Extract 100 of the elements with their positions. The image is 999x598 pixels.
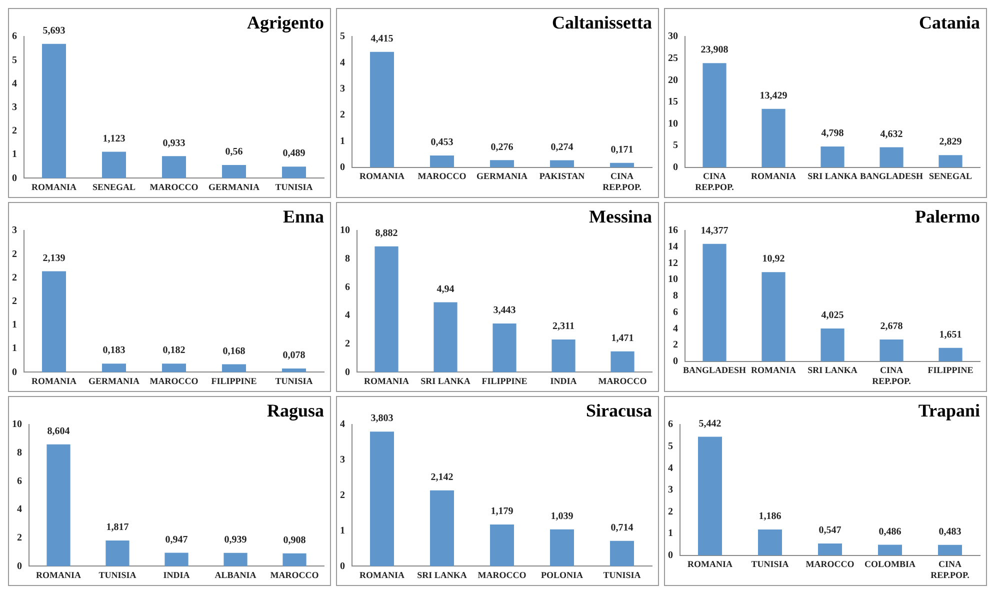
y-tick-label: 16 — [668, 225, 678, 236]
bar — [282, 368, 306, 372]
bar — [550, 529, 574, 566]
bar — [818, 543, 842, 556]
bar — [42, 44, 66, 178]
x-tick-label: ALBANIA — [214, 570, 257, 580]
data-label: 8,604 — [47, 426, 70, 437]
bar — [102, 364, 126, 372]
bar — [610, 351, 634, 372]
x-tick-label: MAROCCO — [418, 171, 466, 182]
x-tick-label: CINA REP.POP. — [872, 365, 911, 386]
chart-title: Ragusa — [266, 400, 324, 420]
x-tick-label: MAROCCO — [598, 376, 647, 386]
bar — [370, 432, 394, 566]
data-label: 10,92 — [762, 254, 785, 265]
bar — [492, 323, 516, 372]
y-tick-label: 4 — [340, 419, 345, 430]
x-tick-label: CINA REP.POP. — [695, 171, 734, 192]
chart-title: Catania — [918, 12, 980, 32]
bar — [820, 146, 844, 168]
data-label: 0,168 — [222, 346, 246, 357]
y-tick-label: 3 — [668, 484, 673, 496]
x-tick-label: ROMANIA — [364, 376, 410, 386]
x-tick-label: TUNISIA — [603, 570, 642, 580]
y-tick-label: 6 — [668, 419, 673, 430]
data-label: 1,123 — [102, 133, 126, 144]
y-tick-label: 2 — [12, 126, 17, 137]
y-tick-label: 1 — [340, 525, 345, 536]
bar — [880, 340, 904, 362]
bar — [552, 339, 576, 372]
data-label: 2,678 — [880, 321, 903, 332]
y-tick-label: 0 — [668, 550, 673, 561]
bar — [434, 302, 458, 372]
bar — [550, 160, 574, 168]
y-tick-label: 2 — [12, 248, 17, 260]
bar — [282, 166, 306, 178]
x-tick-label: POLONIA — [540, 570, 584, 580]
y-tick-label: 2 — [340, 490, 345, 501]
x-tick-label: COLOMBIA — [864, 559, 916, 570]
x-tick-label: ROMANIA — [32, 182, 77, 192]
bar — [698, 436, 722, 556]
y-tick-label: 15 — [668, 96, 678, 108]
data-label: 4,798 — [821, 128, 844, 140]
data-label: 0,171 — [610, 144, 634, 156]
x-tick-label: GERMANIA — [208, 182, 260, 192]
x-tick-label: ROMANIA — [32, 376, 77, 386]
x-tick-label: SENEGAL — [92, 182, 136, 192]
data-label: 14,377 — [700, 225, 728, 236]
x-tick-label: SRI LANKA — [808, 365, 858, 376]
x-tick-label: TUNISIA — [275, 182, 314, 192]
y-tick-label: 2 — [12, 296, 17, 307]
bar — [490, 524, 514, 566]
bar — [162, 156, 186, 178]
y-tick-label: 1 — [12, 320, 17, 331]
x-tick-label: MAROCCO — [150, 182, 198, 192]
data-label: 0,489 — [282, 148, 306, 160]
chart-title: Caltanissetta — [552, 12, 652, 32]
y-tick-label: 0 — [12, 366, 17, 378]
y-tick-label: 10 — [340, 225, 350, 236]
x-tick-label: CINA REP.POP. — [602, 171, 642, 192]
y-tick-label: 5 — [12, 54, 17, 66]
data-label: 0,908 — [283, 534, 306, 546]
bar — [222, 164, 246, 178]
data-label: 3,803 — [370, 413, 394, 424]
data-label: 2,311 — [552, 321, 574, 332]
y-tick-label: 6 — [673, 306, 678, 318]
data-label: 2,829 — [939, 136, 962, 148]
bar — [610, 540, 634, 566]
bar — [42, 271, 66, 372]
y-tick-label: 25 — [668, 52, 678, 64]
data-label: 0,078 — [282, 350, 306, 362]
bar — [222, 364, 246, 372]
data-label: 0,453 — [430, 137, 454, 148]
y-tick-label: 14 — [668, 242, 678, 253]
y-tick-label: 1 — [12, 343, 17, 354]
y-tick-label: 4 — [673, 323, 678, 334]
bar — [224, 552, 248, 566]
data-label: 0,939 — [224, 534, 247, 546]
y-tick-label: 10 — [668, 274, 678, 286]
bar — [758, 530, 782, 556]
x-tick-label: ROMANIA — [751, 171, 796, 182]
chart-title: Palermo — [915, 206, 980, 226]
bar — [370, 52, 394, 168]
y-tick-label: 3 — [340, 454, 345, 466]
x-tick-label: BANGLADESH — [860, 171, 924, 182]
y-tick-label: 3 — [340, 84, 345, 94]
y-tick-label: 2 — [340, 110, 345, 121]
chart-title: Trapani — [918, 400, 980, 420]
data-label: 0,183 — [102, 345, 126, 356]
y-tick-label: 4 — [340, 57, 345, 68]
data-label: 0,547 — [818, 525, 842, 536]
y-tick-label: 4 — [12, 78, 17, 90]
bar — [430, 156, 454, 168]
bar — [610, 162, 634, 168]
bar — [164, 552, 188, 566]
y-tick-label: 2 — [673, 340, 678, 351]
y-tick-label: 0 — [17, 560, 22, 572]
x-tick-label: SRI LANKA — [808, 171, 858, 182]
data-label: 4,025 — [821, 310, 844, 322]
data-label: 2,139 — [42, 252, 66, 264]
